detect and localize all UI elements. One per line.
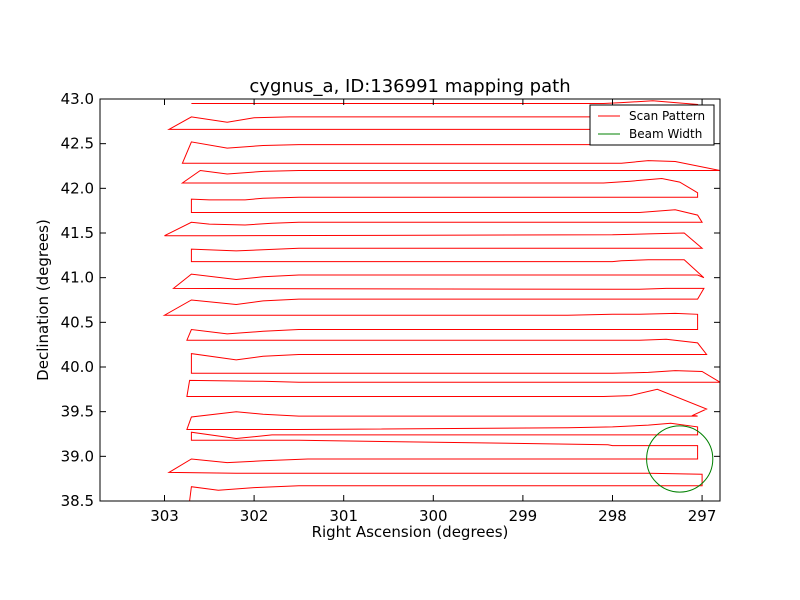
y-tick-label: 40.5 [61, 313, 94, 331]
scan-pattern-line [162, 100, 720, 501]
beam-width-circle [646, 425, 714, 493]
x-axis-title: Right Ascension (degrees) [312, 523, 509, 541]
x-tick-label: 297 [688, 507, 717, 525]
y-tick-label: 41.5 [61, 224, 94, 242]
y-tick-label: 42.0 [61, 179, 94, 197]
legend-box [589, 104, 715, 146]
y-tick-label: 39.5 [61, 403, 94, 421]
x-tick-label: 303 [150, 507, 179, 525]
chart-title: cygnus_a, ID:136991 mapping path [249, 76, 570, 97]
legend: Scan Pattern Beam Width [589, 104, 715, 146]
data-layer [162, 100, 720, 501]
y-tick-label: 39.0 [61, 447, 94, 465]
legend-label-beam-width: Beam Width [629, 127, 702, 141]
plot-area-frame [99, 98, 721, 502]
y-tick-label: 40.0 [61, 358, 94, 376]
y-axis-title: Declination (degrees) [34, 219, 52, 381]
x-axis-ticks: 303 302 301 300 299 298 297 [150, 99, 716, 525]
x-tick-label: 301 [329, 507, 358, 525]
y-tick-label: 38.5 [61, 492, 94, 510]
x-tick-label: 302 [240, 507, 269, 525]
y-tick-label: 41.0 [61, 269, 94, 287]
legend-label-scan-pattern: Scan Pattern [629, 109, 705, 123]
x-tick-label: 299 [509, 507, 538, 525]
x-tick-label: 300 [419, 507, 448, 525]
y-tick-label: 42.5 [61, 135, 94, 153]
y-tick-label: 43.0 [61, 90, 94, 108]
x-tick-label: 298 [598, 507, 627, 525]
y-axis-ticks: 38.5 39.0 39.5 40.0 40.5 41.0 41.5 42.0 42.5 43.0 [61, 90, 720, 510]
